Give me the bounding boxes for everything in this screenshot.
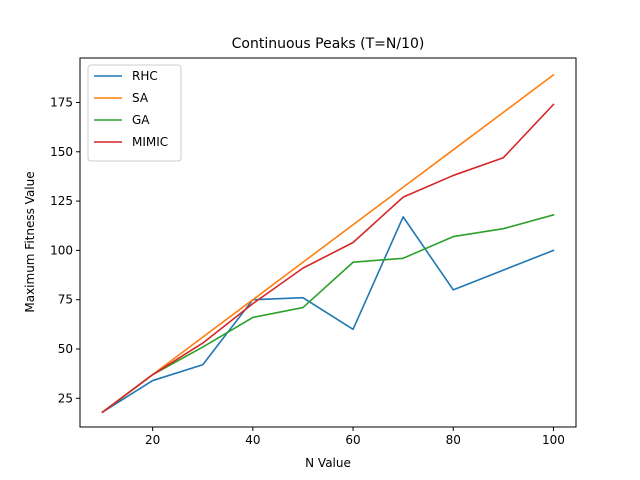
x-axis-ticks: 20 40 60 80 100: [145, 427, 565, 447]
y-tick-label: 50: [58, 342, 73, 356]
y-tick-label: 150: [50, 145, 73, 159]
legend: RHC SA GA MIMIC: [87, 64, 182, 162]
plot-lines: [101, 73, 555, 414]
y-tick-label: 25: [58, 391, 73, 405]
x-tick-label: 80: [446, 433, 461, 447]
plot-frame: [79, 57, 577, 428]
x-tick-label: 40: [245, 433, 260, 447]
y-axis-label: Maximum Fitness Value: [23, 171, 37, 312]
x-tick-label: 100: [542, 433, 565, 447]
legend-label-ga: GA: [132, 113, 150, 127]
x-tick-label: 60: [345, 433, 360, 447]
legend-label-rhc: RHC: [132, 69, 158, 83]
chart-title: Continuous Peaks (T=N/10): [232, 36, 425, 52]
y-tick-label: 75: [58, 293, 73, 307]
y-tick-label: 100: [50, 243, 73, 257]
y-tick-label: 175: [50, 95, 73, 109]
series-line-mimic: [101, 103, 555, 414]
series-line-sa: [101, 73, 555, 414]
legend-label-sa: SA: [132, 91, 149, 105]
legend-label-mimic: MIMIC: [132, 135, 168, 149]
x-axis-label: N Value: [305, 456, 351, 470]
series-line-ga: [101, 213, 555, 414]
y-tick-label: 125: [50, 194, 73, 208]
y-axis-ticks: 25 50 75 100 125 150 175: [50, 95, 80, 405]
series-line-rhc: [101, 216, 555, 414]
x-tick-label: 20: [145, 433, 160, 447]
legend-box: [87, 64, 182, 162]
